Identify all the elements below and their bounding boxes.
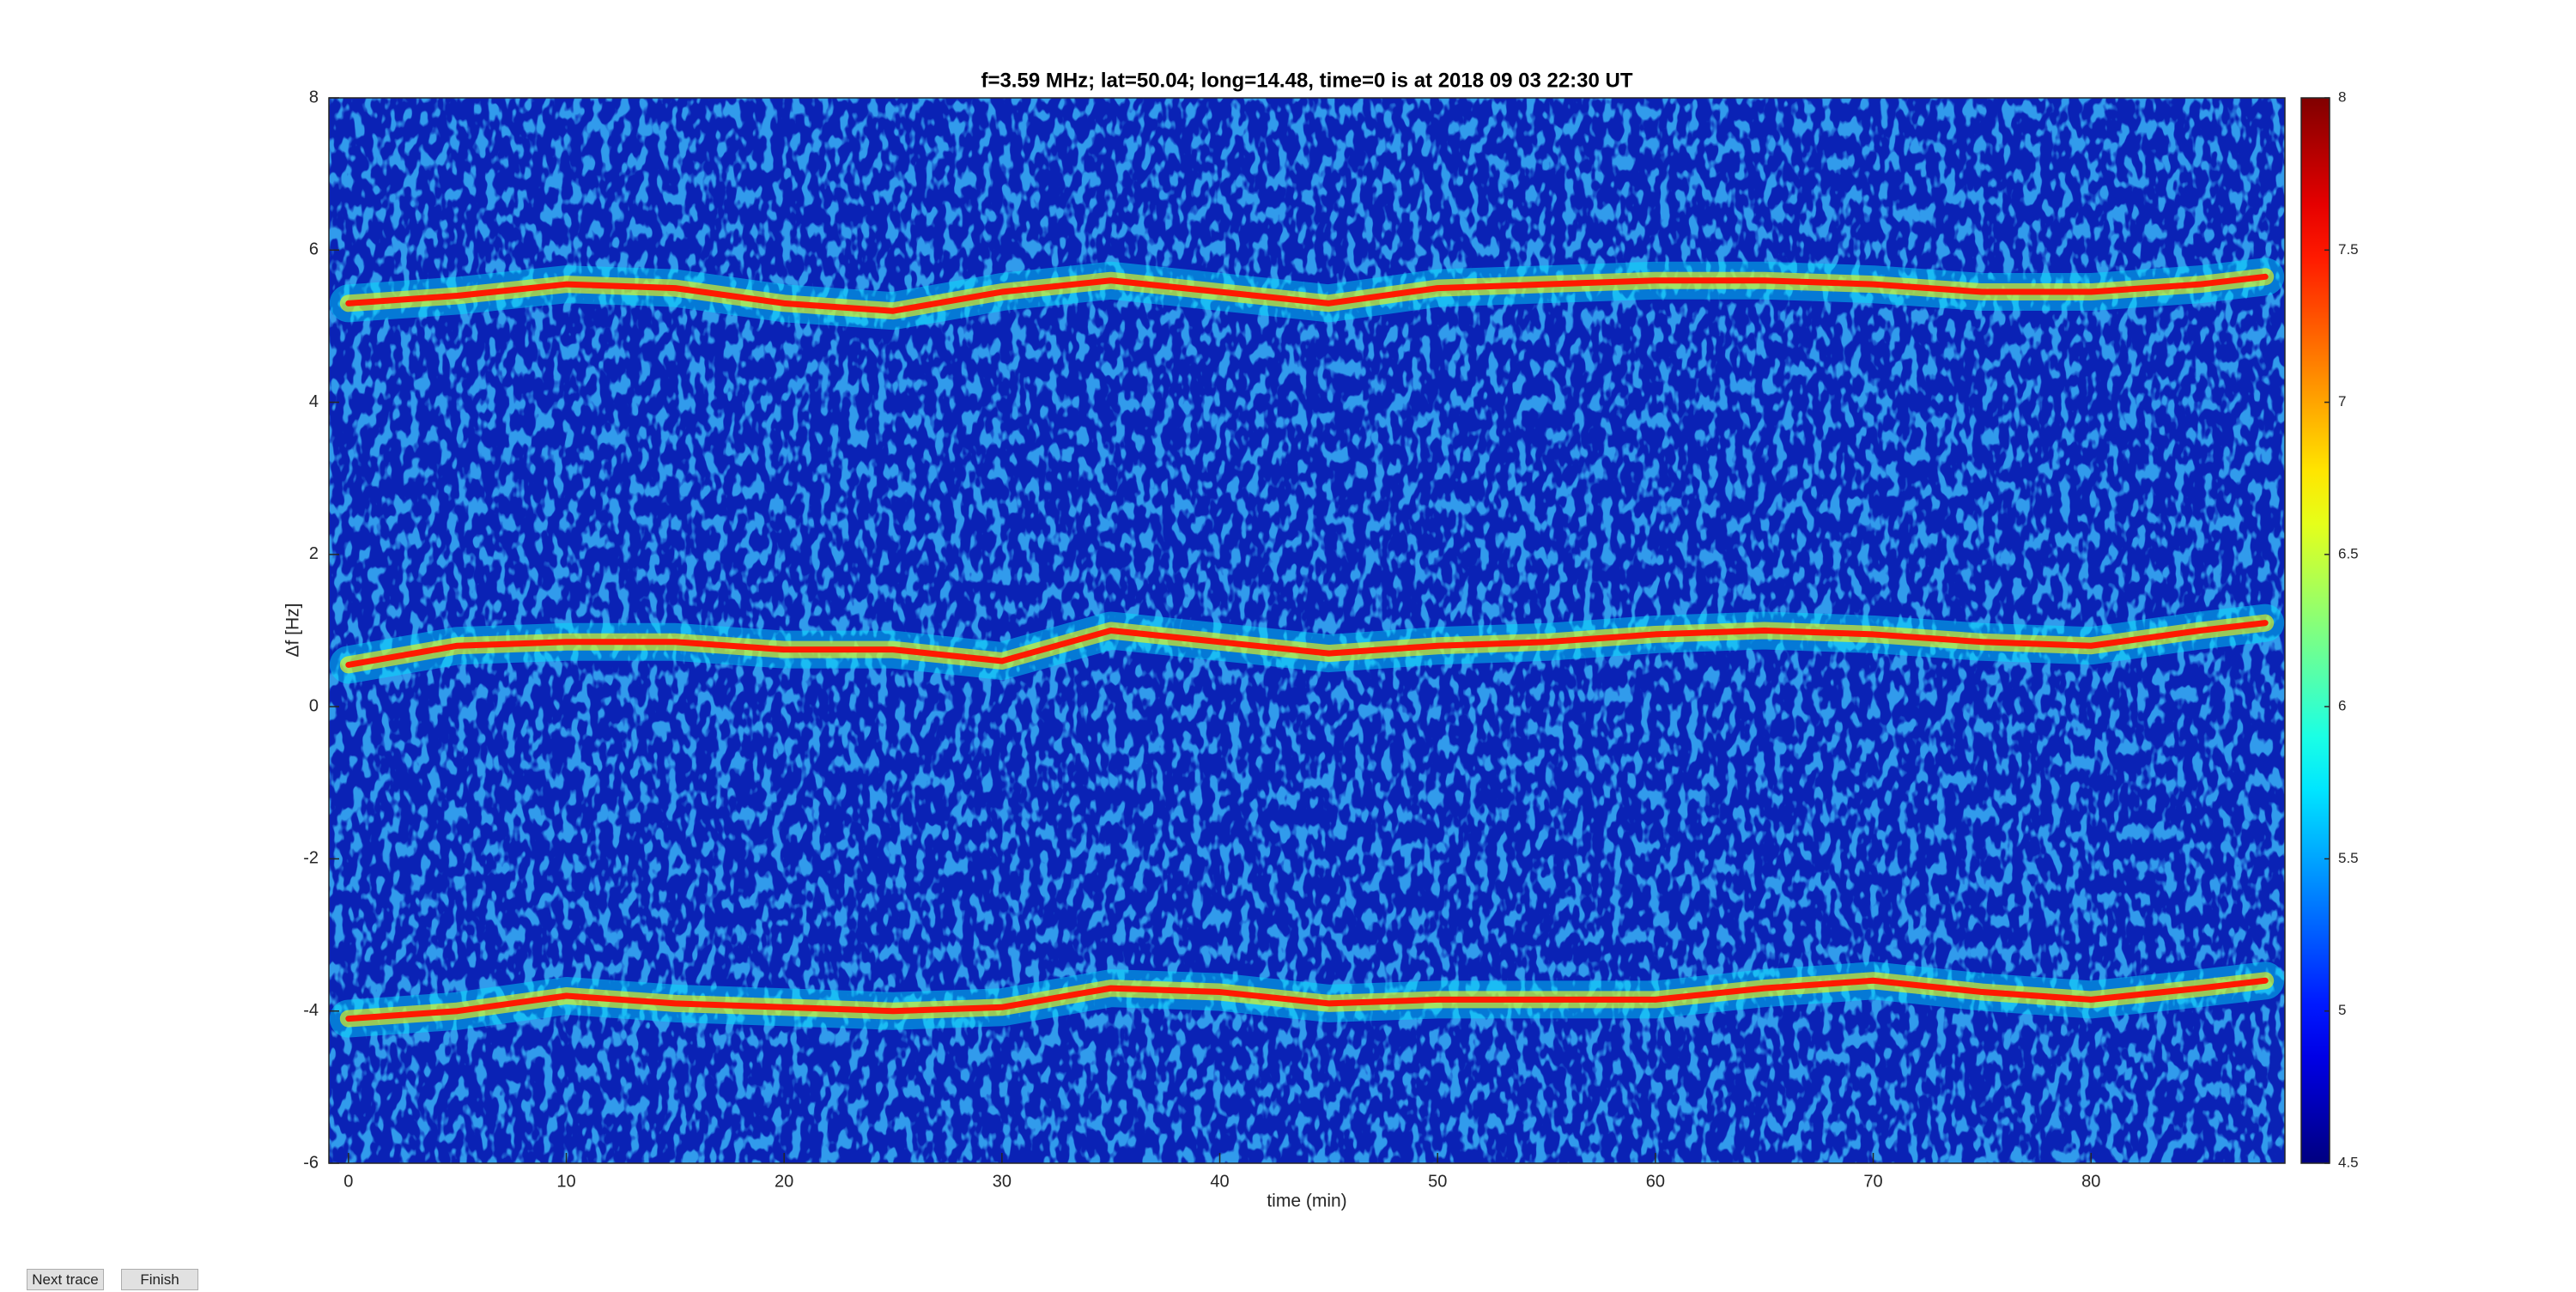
x-tick-label: 0 — [343, 1172, 353, 1191]
colorbar — [2300, 97, 2330, 1164]
y-axis-label: Δf [Hz] — [283, 603, 303, 657]
trace — [345, 977, 2269, 1022]
x-tick-label: 80 — [2081, 1172, 2100, 1191]
x-tick-label: 40 — [1210, 1172, 1229, 1191]
colorbar-tick-label: 8 — [2338, 88, 2346, 105]
y-tick-label: 6 — [309, 240, 319, 259]
finish-button[interactable]: Finish — [121, 1269, 198, 1290]
x-tick-label: 70 — [1863, 1172, 1882, 1191]
colorbar-tick-label: 4.5 — [2338, 1154, 2359, 1170]
colorbar-tick-label: 6.5 — [2338, 545, 2359, 561]
chart-title: f=3.59 MHz; lat=50.04; long=14.48, time=… — [981, 69, 1632, 92]
y-tick-label: -6 — [303, 1153, 319, 1172]
colorbar-tick-label: 5 — [2338, 1002, 2346, 1018]
x-tick-label: 50 — [1428, 1172, 1447, 1191]
y-tick-label: 2 — [309, 544, 319, 563]
x-tick-label: 20 — [775, 1172, 793, 1191]
trace — [345, 273, 2269, 314]
x-tick-label: 60 — [1646, 1172, 1665, 1191]
plot-frame — [328, 97, 2286, 1164]
y-tick-label: 0 — [309, 696, 319, 715]
y-tick-label: -4 — [303, 1001, 319, 1020]
figure: f=3.59 MHz; lat=50.04; long=14.48, time=… — [283, 69, 2359, 1211]
trace — [345, 620, 2269, 668]
x-tick-label: 10 — [556, 1172, 575, 1191]
colorbar-tick-label: 7.5 — [2338, 241, 2359, 258]
y-tick-label: -2 — [303, 849, 319, 868]
colorbar-tick-label: 5.5 — [2338, 850, 2359, 866]
y-tick-label: 4 — [309, 392, 319, 411]
x-tick-label: 30 — [993, 1172, 1012, 1191]
next-trace-button[interactable]: Next trace — [27, 1269, 104, 1290]
y-tick-label: 8 — [309, 88, 319, 106]
colorbar-tick-label: 6 — [2338, 698, 2346, 714]
x-axis-label: time (min) — [1267, 1192, 1346, 1211]
colorbar-tick-label: 7 — [2338, 393, 2346, 409]
